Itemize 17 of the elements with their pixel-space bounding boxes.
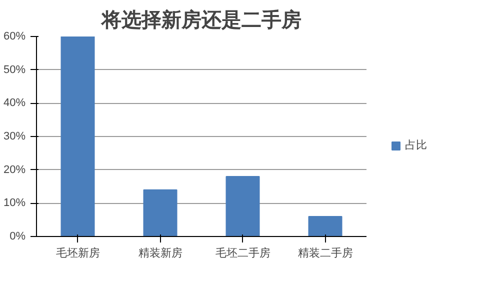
x-tick-label: 精装二手房 bbox=[298, 246, 353, 260]
y-tick-label: 60% bbox=[3, 30, 26, 42]
y-tick-label: 40% bbox=[3, 97, 26, 110]
bar bbox=[308, 216, 342, 236]
x-tick-label: 毛坯新房 bbox=[56, 246, 100, 260]
y-tick-label: 30% bbox=[3, 130, 26, 142]
legend-label: 占比 bbox=[405, 138, 427, 152]
y-tick-label: 0% bbox=[10, 230, 26, 242]
bar bbox=[60, 36, 95, 236]
x-tick-label: 精装新房 bbox=[138, 246, 182, 260]
y-tick-label: 50% bbox=[3, 64, 26, 76]
bar bbox=[143, 189, 178, 236]
chart-title: 将选择新房还是二手房 bbox=[100, 8, 302, 32]
y-tick-label: 20% bbox=[3, 164, 26, 176]
x-tick-label: 毛坯二手房 bbox=[215, 246, 270, 260]
bar bbox=[226, 176, 260, 236]
y-tick-label: 10% bbox=[3, 197, 26, 210]
